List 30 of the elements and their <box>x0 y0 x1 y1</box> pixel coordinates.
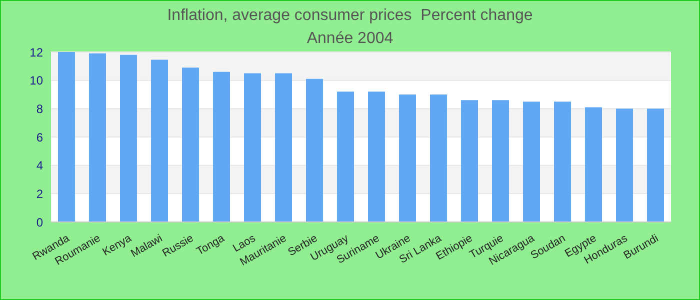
bar <box>120 54 137 222</box>
bar <box>492 100 509 222</box>
bar <box>616 108 633 222</box>
y-tick-label: 4 <box>36 158 44 173</box>
y-tick-label: 10 <box>30 74 44 88</box>
bar <box>275 73 292 222</box>
bar <box>151 60 168 222</box>
bar <box>461 100 478 222</box>
bar <box>89 53 106 222</box>
bar <box>58 52 75 222</box>
bar <box>337 92 354 222</box>
bar <box>399 94 416 222</box>
bar <box>368 92 385 222</box>
bar <box>182 68 199 222</box>
bar <box>430 94 447 222</box>
chart-subtitle: Année 2004 <box>306 30 394 47</box>
bar <box>213 72 230 222</box>
x-tick-label: Tonga <box>194 232 228 258</box>
chart-title: Inflation, average consumer prices Percent change <box>166 6 534 26</box>
bar <box>554 102 571 222</box>
y-tick-label: 0 <box>36 215 44 230</box>
bar <box>585 107 602 222</box>
y-tick-label: 8 <box>36 102 44 116</box>
y-tick-label: 6 <box>36 130 44 144</box>
bar <box>306 78 323 222</box>
bar <box>523 102 540 222</box>
y-tick-label: 12 <box>30 45 44 60</box>
bar <box>244 73 261 222</box>
y-tick-label: 2 <box>36 186 44 201</box>
bar <box>647 108 664 222</box>
